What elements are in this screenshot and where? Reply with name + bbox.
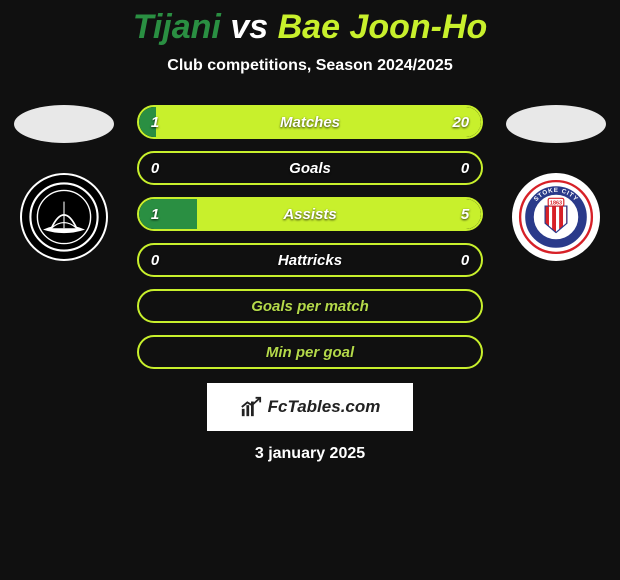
stat-label: Hattricks [278,252,342,269]
player1-club-badge [20,173,108,261]
subtitle: Club competitions, Season 2024/2025 [0,57,620,75]
svg-text:1863: 1863 [550,201,562,207]
fctables-logo-icon [240,396,262,418]
left-side [10,105,119,261]
stoke-icon: 1863 STOKE CITY THE POTTERS [517,178,595,256]
stat-value-right: 20 [452,114,469,131]
stat-value-left: 1 [151,206,159,223]
plymouth-icon [29,182,99,252]
stat-row: 0 0 Hattricks [137,243,483,277]
stat-label: Goals [289,160,331,177]
player2-name: Bae Joon-Ho [278,8,488,46]
stat-label: Matches [280,114,340,131]
watermark-text: FcTables.com [268,397,381,417]
stat-value-right: 0 [461,252,469,269]
content-area: 1 20 Matches 0 0 Goals 1 5 Assists 0 0 Hattricks Goa… [0,105,620,369]
root: Tijani vs Bae Joon-Ho Club competitions,… [0,0,620,463]
stat-label: Assists [283,206,336,223]
right-side: 1863 STOKE CITY THE POTTERS [501,105,610,261]
stat-row: 1 20 Matches [137,105,483,139]
player1-name: Tijani [133,8,221,46]
stat-fill-right [197,199,481,229]
player2-photo-placeholder [506,105,606,143]
stat-row: 1 5 Assists [137,197,483,231]
stat-value-right: 0 [461,160,469,177]
vs-text: vs [230,8,268,46]
empty-stat-label: Min per goal [266,344,354,361]
page-title: Tijani vs Bae Joon-Ho [0,8,620,47]
player2-club-badge: 1863 STOKE CITY THE POTTERS [512,173,600,261]
player1-photo-placeholder [14,105,114,143]
date-text: 3 january 2025 [0,445,620,463]
stat-rows: 1 20 Matches 0 0 Goals 1 5 Assists 0 0 Hattricks Goa… [137,105,483,369]
watermark[interactable]: FcTables.com [207,383,413,431]
empty-stat-row: Goals per match [137,289,483,323]
stat-value-right: 5 [461,206,469,223]
stat-value-left: 0 [151,160,159,177]
stat-row: 0 0 Goals [137,151,483,185]
stat-fill-left [139,199,197,229]
stat-value-left: 1 [151,114,159,131]
empty-stat-row: Min per goal [137,335,483,369]
empty-stat-label: Goals per match [251,298,369,315]
stat-value-left: 0 [151,252,159,269]
